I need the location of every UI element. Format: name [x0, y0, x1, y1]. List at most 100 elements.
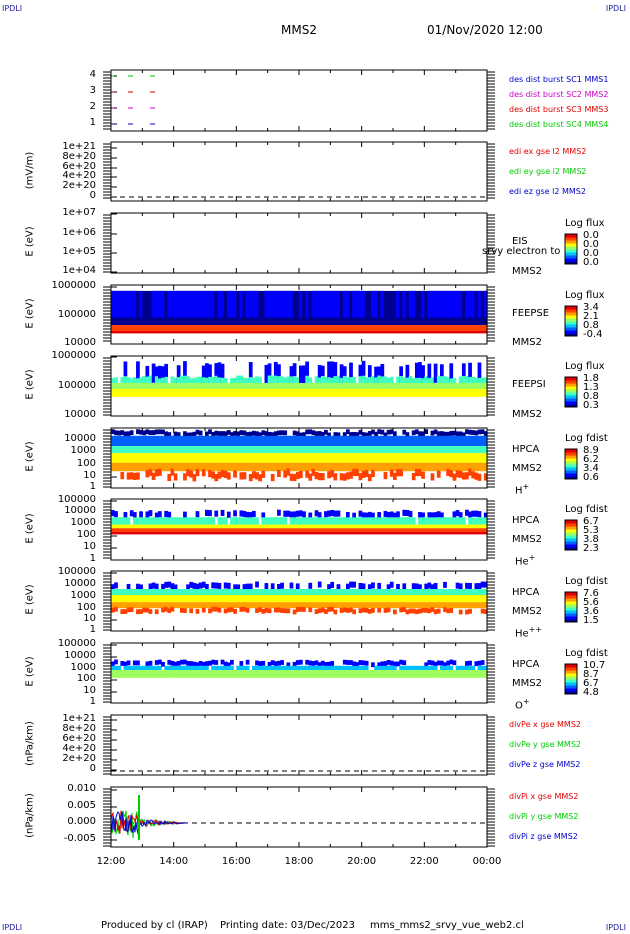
spectrogram-cell — [452, 531, 457, 535]
spectrogram-cell — [440, 389, 444, 397]
spectrogram-cell — [424, 429, 429, 435]
spectrogram-cell — [377, 325, 382, 332]
spectrogram-cell — [427, 665, 432, 670]
spectrogram-cell — [286, 468, 291, 476]
spectrogram-cell — [226, 595, 231, 603]
spectrogram-cell — [355, 468, 360, 477]
spectrogram-cell — [427, 595, 432, 603]
spectrogram-cell — [364, 435, 369, 446]
spectrogram-cell — [148, 331, 153, 334]
spectrogram-cell — [427, 517, 432, 525]
panel-frame — [110, 786, 488, 848]
spectrogram-cell — [132, 462, 137, 472]
spectrogram-cell — [427, 528, 432, 532]
spectrogram-cell — [477, 462, 482, 472]
spectrogram-cell — [424, 602, 429, 609]
spectrogram-cell — [277, 469, 281, 477]
spectrogram-cell — [364, 383, 369, 394]
spectrogram-cell — [324, 325, 328, 332]
spectrogram-cell — [267, 446, 272, 454]
spectrogram-cell — [201, 661, 206, 667]
spectrogram-cell — [267, 524, 272, 529]
spectrogram-cell — [148, 389, 153, 397]
colorbar-cell — [565, 667, 577, 671]
spectrogram-cell — [383, 524, 388, 529]
spectrogram-cell — [126, 607, 131, 613]
spectrogram-cell — [245, 607, 250, 613]
colorbar-frame — [564, 448, 578, 480]
spectrogram-cell — [220, 589, 225, 595]
y-tick-label: 1000 — [70, 445, 96, 456]
spectrogram-cell — [267, 517, 272, 525]
spectrogram-cell — [264, 595, 269, 603]
colorbar-cell — [565, 261, 577, 265]
spectrogram-cell — [161, 607, 165, 613]
spectrogram-cell — [176, 524, 181, 529]
spectrogram-cell — [111, 661, 115, 667]
colorbar-cell — [565, 535, 577, 539]
spectrogram-cell — [132, 665, 137, 670]
spectrogram-cell — [474, 446, 479, 454]
spectrogram-cell — [383, 331, 388, 334]
spectrogram-cell — [189, 595, 194, 603]
spectrogram-cell — [396, 524, 400, 529]
spectrogram-cell — [126, 453, 131, 463]
spectrogram-cell — [399, 524, 403, 529]
spectrogram-cell — [364, 290, 369, 326]
spectrogram-cell — [317, 665, 322, 670]
spectrogram-cell — [383, 661, 388, 666]
spectrogram-cell — [111, 602, 115, 609]
spectrogram-cell — [201, 670, 206, 678]
spectrogram-cell — [480, 608, 485, 614]
spectrogram-cell — [364, 389, 369, 397]
footer-script: mms_mms2_srvy_vue_web2.cl — [370, 920, 524, 931]
spectrogram-cell — [292, 290, 297, 326]
spectrogram-cell — [320, 602, 325, 609]
spectrogram-cell — [136, 462, 140, 472]
spectrogram-cell — [154, 453, 159, 463]
spectrogram-cell — [255, 517, 259, 525]
spectrogram-cell — [151, 472, 156, 480]
spectrogram-cell — [371, 608, 375, 613]
spectrogram-cell — [176, 446, 181, 454]
spectrogram-cell — [302, 435, 306, 446]
spectrogram-cell — [283, 383, 288, 394]
spectrogram-cell — [132, 660, 137, 666]
spectrogram-cell — [414, 583, 419, 590]
spectrogram-cell — [283, 325, 288, 332]
spectrogram-cell — [433, 453, 438, 463]
spectrogram-cell — [483, 431, 488, 436]
spectrogram-cell — [371, 589, 375, 595]
spectrogram-cell — [270, 528, 275, 532]
spectrogram-cell — [198, 383, 203, 394]
spectrogram-cell — [214, 595, 219, 603]
spectrogram-cell — [380, 524, 385, 529]
spectrogram-cell — [367, 446, 372, 454]
spectrogram-cell — [280, 665, 284, 670]
spectrogram-cell — [468, 331, 472, 334]
spectrogram-cell — [358, 429, 363, 435]
spectrogram-cell — [411, 524, 416, 529]
spectrogram-cell — [114, 589, 118, 595]
colorbar-value: 10.7 — [583, 660, 606, 671]
spectrogram-cell — [374, 453, 378, 463]
spectrogram-cell — [114, 383, 118, 394]
spectrogram-cell — [151, 531, 156, 535]
y-tick-label: 4e+20 — [62, 170, 96, 181]
spectrogram-cell — [405, 665, 410, 670]
spectrogram-cell — [458, 589, 463, 595]
spectrogram-cell — [355, 453, 360, 463]
spectrogram-cell — [176, 602, 181, 609]
spectrogram-cell — [295, 595, 300, 603]
spectrogram-cell — [280, 660, 284, 665]
spectrogram-cell — [154, 589, 159, 595]
spectrogram-cell — [270, 517, 275, 525]
spectrogram-cell — [386, 517, 391, 525]
spectrogram-cell — [468, 511, 472, 518]
spectrogram-cell — [280, 435, 284, 446]
spectrogram-cell — [317, 670, 322, 678]
colorbar-cell — [565, 258, 577, 262]
x-tick-label: 12:00 — [96, 856, 126, 867]
spectrogram-cell — [283, 528, 288, 532]
spectrogram-cell — [418, 608, 422, 614]
